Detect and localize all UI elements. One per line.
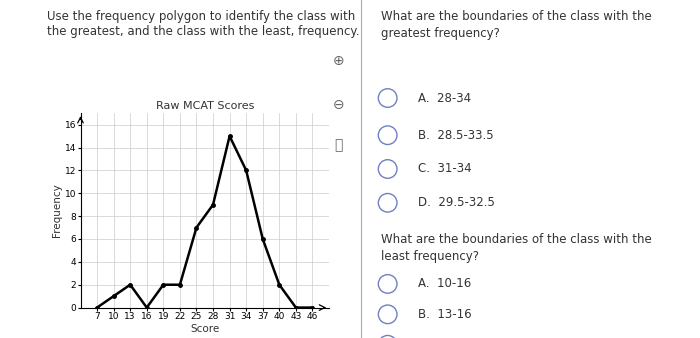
Text: A.  28-34: A. 28-34 (418, 92, 471, 104)
Text: D.  29.5-32.5: D. 29.5-32.5 (418, 196, 495, 209)
Text: B.  28.5-33.5: B. 28.5-33.5 (418, 129, 494, 142)
Text: Use the frequency polygon to identify the class with
the greatest, and the class: Use the frequency polygon to identify th… (47, 10, 359, 38)
Text: What are the boundaries of the class with the
least frequency?: What are the boundaries of the class wit… (381, 233, 652, 263)
Text: C.  31-34: C. 31-34 (418, 163, 472, 175)
Text: ⊖: ⊖ (333, 98, 344, 112)
Text: A.  10-16: A. 10-16 (418, 277, 472, 290)
Text: ⧉: ⧉ (335, 138, 343, 152)
Y-axis label: Frequency: Frequency (52, 184, 62, 237)
Text: ⊕: ⊕ (333, 54, 344, 68)
Text: B.  13-16: B. 13-16 (418, 308, 472, 321)
X-axis label: Score: Score (190, 323, 219, 334)
Title: Raw MCAT Scores: Raw MCAT Scores (155, 101, 254, 111)
Text: What are the boundaries of the class with the
greatest frequency?: What are the boundaries of the class wit… (381, 10, 652, 40)
